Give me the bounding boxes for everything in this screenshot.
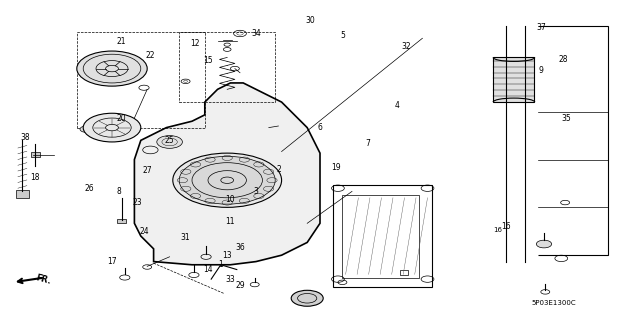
Text: 10: 10 [225, 195, 236, 204]
Text: 16: 16 [493, 227, 502, 233]
Text: 34: 34 [251, 29, 261, 38]
Circle shape [536, 240, 552, 248]
Text: 4: 4 [394, 101, 399, 110]
Circle shape [173, 153, 282, 207]
Bar [179, 32, 275, 102]
Text: 22: 22 [146, 51, 155, 60]
Bar [400, 270, 408, 275]
Text: 8: 8 [116, 187, 121, 196]
Text: 15: 15 [203, 56, 213, 65]
Text: 17: 17 [107, 257, 117, 266]
Bar [117, 219, 126, 223]
Text: 38: 38 [20, 133, 31, 142]
Circle shape [77, 51, 147, 86]
Text: 14: 14 [203, 265, 213, 274]
Text: 12: 12 [191, 39, 200, 48]
Circle shape [179, 156, 275, 204]
Text: FR.: FR. [35, 273, 52, 286]
Text: 21: 21 [117, 37, 126, 46]
Text: 27: 27 [142, 166, 152, 175]
Text: 3: 3 [253, 187, 259, 196]
Text: 5P03E1300C: 5P03E1300C [531, 300, 576, 306]
Text: 37: 37 [536, 23, 546, 32]
Text: 28: 28 [559, 55, 568, 63]
Text: 30: 30 [305, 16, 316, 25]
Text: 11: 11 [226, 217, 235, 226]
Text: 7: 7 [365, 139, 371, 148]
Text: 35: 35 [561, 114, 572, 122]
Polygon shape [134, 83, 320, 265]
Text: 9: 9 [538, 66, 543, 75]
Bar [333, 185, 432, 287]
Circle shape [291, 290, 323, 306]
Text: 13: 13 [222, 251, 232, 260]
Bar [16, 190, 29, 198]
Text: 20: 20 [116, 114, 127, 122]
Bar [342, 195, 419, 278]
Circle shape [157, 136, 182, 148]
Text: 1: 1 [218, 260, 223, 269]
Text: 31: 31 [180, 233, 191, 242]
Text: 36: 36 [235, 243, 245, 252]
Text: 19: 19 [331, 163, 341, 172]
Bar [77, 32, 205, 128]
Text: 2: 2 [276, 165, 281, 174]
Circle shape [83, 113, 141, 142]
Text: 26: 26 [84, 184, 95, 193]
Text: 24: 24 [139, 227, 149, 236]
Text: 33: 33 [225, 275, 236, 284]
Text: 23: 23 [132, 198, 143, 207]
Bar [31, 152, 40, 157]
Text: 18: 18 [31, 173, 40, 182]
Circle shape [80, 126, 93, 132]
Text: 29: 29 [235, 281, 245, 290]
Bar [493, 57, 534, 102]
Text: 6: 6 [317, 123, 323, 132]
Text: 32: 32 [401, 42, 412, 51]
Text: 5: 5 [340, 31, 345, 40]
Text: 16: 16 [500, 222, 511, 231]
Text: 25: 25 [164, 136, 175, 145]
